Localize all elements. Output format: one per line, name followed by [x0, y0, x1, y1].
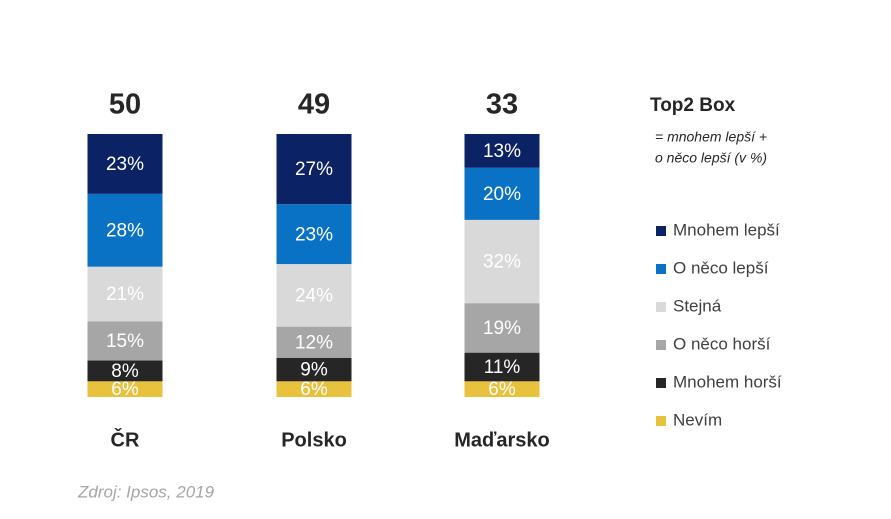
- bar-segment: [464, 381, 540, 397]
- value-label: 27%: [295, 159, 333, 180]
- bar-segment: [276, 381, 352, 397]
- bar-segment: [87, 381, 163, 397]
- total-label: 49: [298, 89, 330, 121]
- value-label: 32%: [483, 252, 521, 273]
- value-label: 6%: [111, 379, 139, 400]
- bar-segment: [87, 321, 163, 361]
- legend-label: Nevím: [673, 410, 722, 429]
- value-label: 6%: [300, 379, 328, 400]
- legend-label: O něco lepší: [673, 258, 769, 277]
- value-label: 19%: [483, 318, 521, 339]
- bar-segment: [464, 134, 540, 168]
- bar-segment: [464, 352, 540, 382]
- legend-swatch: [656, 264, 666, 274]
- value-label: 23%: [106, 154, 144, 175]
- legend-label: O něco horší: [673, 334, 771, 353]
- legend-label: Mnohem horší: [673, 372, 782, 391]
- value-label: 28%: [106, 220, 144, 241]
- bar-segment: [87, 266, 163, 322]
- bar-segment: [87, 134, 163, 194]
- total-label: 50: [109, 89, 141, 121]
- bar-segment: [276, 134, 352, 205]
- category-label: Maďarsko: [454, 429, 550, 451]
- value-label: 12%: [295, 332, 333, 353]
- value-label: 15%: [106, 331, 144, 352]
- value-label: 6%: [488, 379, 516, 400]
- source: Zdroj: Ipsos, 2019: [77, 482, 215, 501]
- legend-swatch: [656, 378, 666, 388]
- category-label: ČR: [111, 427, 140, 451]
- category-label: Polsko: [281, 429, 347, 451]
- value-label: 13%: [483, 141, 521, 162]
- bar-segment: [87, 193, 163, 267]
- legend-swatch: [656, 226, 666, 236]
- value-label: 24%: [295, 285, 333, 306]
- bar-segment: [87, 360, 163, 382]
- bar-segment: [276, 326, 352, 358]
- bar-segment: [464, 303, 540, 353]
- legend-label: Stejná: [673, 296, 722, 315]
- legend-note: = mnohem lepší +: [655, 129, 767, 145]
- value-label: 23%: [295, 224, 333, 245]
- legend-title: Top2 Box: [650, 95, 736, 116]
- legend-swatch: [656, 340, 666, 350]
- value-label: 20%: [483, 184, 521, 205]
- legend-swatch: [656, 416, 666, 426]
- value-label: 8%: [111, 361, 139, 382]
- total-label: 33: [486, 89, 518, 121]
- legend-note: o něco lepší (v %): [655, 150, 767, 166]
- bar-segment: [276, 357, 352, 382]
- value-label: 9%: [300, 360, 328, 381]
- value-label: 21%: [106, 284, 144, 305]
- bar-segment: [276, 264, 352, 327]
- legend-label: Mnohem lepší: [673, 220, 780, 239]
- bar-segment: [276, 204, 352, 265]
- legend-swatch: [656, 302, 666, 312]
- value-label: 11%: [484, 357, 521, 378]
- bar-segment: [464, 219, 540, 304]
- bar-segment: [464, 167, 540, 220]
